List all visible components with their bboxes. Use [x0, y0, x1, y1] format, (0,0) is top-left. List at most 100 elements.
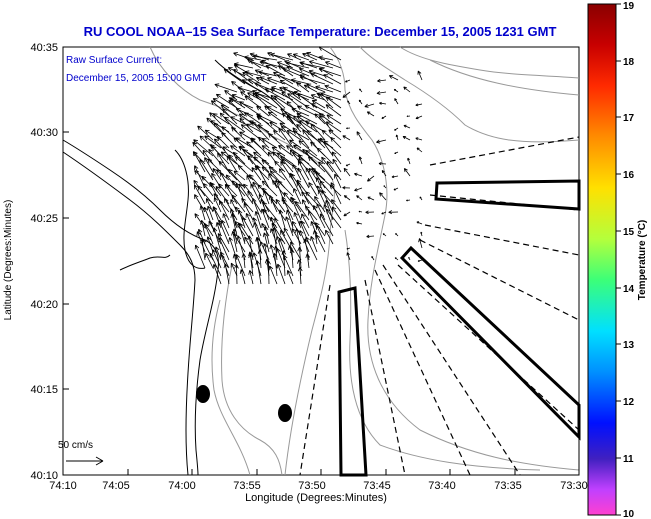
- current-vector: [358, 210, 363, 213]
- current-vector: [238, 183, 254, 205]
- current-vector: [417, 70, 423, 81]
- current-vector: [264, 88, 286, 101]
- current-vector: [354, 172, 363, 177]
- current-vector: [240, 124, 262, 141]
- current-vector: [239, 269, 246, 285]
- current-vector: [212, 113, 230, 125]
- current-vector: [255, 260, 262, 285]
- colorbar-tick-label: 19: [623, 1, 635, 12]
- current-vector: [306, 83, 326, 93]
- current-vector: [215, 185, 230, 205]
- current-vector: [244, 112, 262, 125]
- current-vector: [416, 221, 423, 225]
- depth-contour-6: [221, 264, 283, 476]
- current-vector: [260, 241, 270, 261]
- current-vector: [256, 164, 270, 189]
- current-vector: [206, 236, 214, 253]
- current-vector: [366, 111, 375, 117]
- current-vector: [251, 121, 270, 141]
- current-vector: [203, 206, 214, 229]
- current-vector: [250, 137, 270, 157]
- current-vector: [212, 227, 222, 253]
- current-vector: [239, 223, 254, 245]
- colorbar-tick-label: 17: [623, 113, 635, 124]
- current-vector: [297, 167, 310, 189]
- x-axis-label: Longitude (Degrees:Minutes): [245, 492, 387, 504]
- current-vector: [251, 167, 262, 181]
- current-vector: [212, 168, 222, 181]
- current-vector: [310, 123, 326, 141]
- current-vector: [233, 52, 254, 61]
- current-vector: [260, 198, 270, 221]
- current-vector: [326, 114, 342, 125]
- current-vector: [206, 117, 222, 133]
- current-vector: [381, 211, 387, 215]
- current-vector: [394, 257, 399, 261]
- current-vector: [343, 195, 351, 201]
- current-vector: [241, 79, 262, 93]
- current-vector: [203, 222, 214, 245]
- current-vector: [291, 228, 302, 245]
- current-vector: [219, 112, 238, 133]
- y-tick-label: 40:20: [30, 299, 58, 311]
- current-vector: [325, 121, 342, 133]
- scale-arrow: [66, 456, 104, 466]
- current-vector: [218, 183, 230, 197]
- current-vector: [237, 209, 246, 229]
- current-vector: [261, 222, 270, 237]
- current-vector: [325, 229, 334, 245]
- current-vector: [275, 199, 286, 213]
- current-vector: [274, 160, 286, 173]
- colorbar-tick-label: 13: [623, 340, 635, 351]
- current-vector: [273, 95, 294, 109]
- current-vector: [301, 191, 318, 213]
- current-vector: [248, 270, 254, 285]
- colorbar-ticks: [616, 3, 621, 516]
- current-vector: [271, 146, 286, 157]
- colorbar-tick-label: 12: [623, 397, 635, 408]
- current-vector: [395, 134, 399, 141]
- current-vector: [283, 86, 302, 101]
- current-vector: [278, 168, 294, 189]
- current-vector: [234, 264, 239, 285]
- current-vector: [330, 182, 342, 205]
- current-vector: [359, 88, 363, 93]
- current-vector: [300, 61, 326, 69]
- current-vector: [297, 246, 303, 269]
- colorbar-tick-label: 18: [623, 57, 635, 68]
- current-vector: [292, 127, 310, 149]
- current-vector: [293, 211, 302, 229]
- current-vector: [302, 52, 318, 61]
- current-vector: [266, 260, 271, 285]
- current-vector: [415, 103, 423, 107]
- current-vector: [221, 132, 238, 149]
- current-vector: [210, 100, 230, 117]
- current-vector: [286, 66, 310, 77]
- current-vector: [286, 270, 294, 285]
- current-vector: [377, 78, 387, 83]
- current-vector: [254, 211, 262, 229]
- current-vector: [263, 225, 270, 245]
- current-vector: [249, 60, 270, 69]
- current-vector: [254, 94, 278, 109]
- current-vector: [273, 130, 286, 141]
- current-vector: [318, 46, 342, 61]
- current-vector: [402, 136, 411, 141]
- current-vector: [326, 160, 342, 181]
- current-vector: [307, 156, 326, 173]
- current-vector: [310, 236, 318, 253]
- current-vector: [265, 65, 286, 77]
- current-vector: [318, 67, 342, 77]
- current-vector: [246, 123, 262, 133]
- current-vector: [278, 145, 294, 157]
- current-vector: [278, 127, 294, 149]
- current-vector: [262, 232, 270, 253]
- y-tick-label: 40:35: [30, 42, 58, 54]
- current-vector: [224, 183, 238, 205]
- current-vector: [194, 184, 206, 205]
- current-vector: [415, 115, 423, 120]
- colorbar-label: Temperature (°C): [637, 220, 648, 301]
- x-tick-label: 74:10: [49, 480, 77, 492]
- current-vector: [257, 114, 278, 133]
